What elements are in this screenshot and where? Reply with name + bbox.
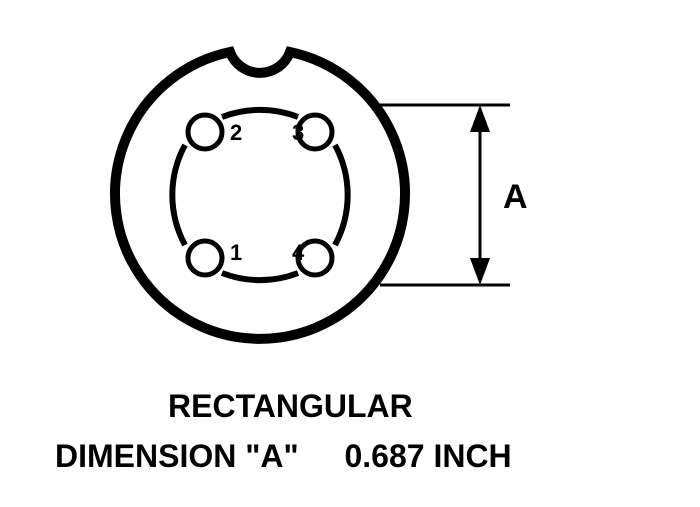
inner-arc-right [335, 145, 348, 245]
caption-prefix: DIMENSION "A" [55, 438, 299, 474]
pin-label-1: 1 [230, 240, 242, 265]
dim-label: A [503, 178, 528, 216]
outer-shell [115, 52, 405, 339]
pin-label-3: 3 [292, 120, 304, 145]
pin-2 [188, 115, 222, 149]
caption-text-1: RECTANGULAR [168, 388, 413, 424]
dim-arrow-top [470, 105, 490, 132]
caption-line-1: RECTANGULAR [168, 388, 413, 425]
inner-arc-bottom [222, 273, 298, 280]
caption-line-2: DIMENSION "A" 0.687 INCH [55, 438, 512, 475]
inner-arc-top [222, 110, 298, 117]
connector-diagram: 1 2 3 4 A [0, 0, 700, 507]
caption-value: 0.687 INCH [344, 438, 511, 474]
pin-label-4: 4 [292, 240, 305, 265]
inner-arc-left [172, 145, 185, 245]
pin-1 [188, 241, 222, 275]
dim-arrow-bot [470, 258, 490, 285]
diagram-canvas: 1 2 3 4 A RECTANGULAR DIMENSION "A" 0.68… [0, 0, 700, 507]
pin-label-2: 2 [230, 120, 242, 145]
